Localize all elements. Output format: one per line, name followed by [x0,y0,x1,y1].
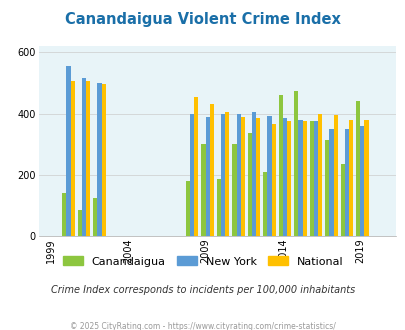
Legend: Canandaigua, New York, National: Canandaigua, New York, National [63,256,342,267]
Bar [278,95,282,236]
Bar [247,133,252,236]
Bar [359,126,364,236]
Bar [348,120,352,236]
Bar [302,121,306,236]
Bar [70,82,75,236]
Bar [66,66,70,236]
Bar [252,112,256,236]
Bar [232,144,236,236]
Bar [313,121,317,236]
Bar [355,101,359,236]
Bar [294,90,298,236]
Bar [298,120,302,236]
Bar [240,116,244,236]
Bar [340,164,344,236]
Bar [82,78,86,236]
Bar [190,114,194,236]
Bar [364,120,368,236]
Bar [309,121,313,236]
Bar [286,121,290,236]
Bar [221,114,225,236]
Bar [216,179,221,236]
Text: Crime Index corresponds to incidents per 100,000 inhabitants: Crime Index corresponds to incidents per… [51,285,354,295]
Bar [263,172,267,236]
Text: © 2025 CityRating.com - https://www.cityrating.com/crime-statistics/: © 2025 CityRating.com - https://www.city… [70,322,335,330]
Bar [77,210,82,236]
Bar [333,115,337,236]
Bar [328,129,333,236]
Text: Canandaigua Violent Crime Index: Canandaigua Violent Crime Index [65,12,340,26]
Bar [282,118,286,236]
Bar [97,83,101,236]
Bar [101,84,105,236]
Bar [236,114,240,236]
Bar [62,193,66,236]
Bar [344,129,348,236]
Bar [86,82,90,236]
Bar [185,181,190,236]
Bar [205,116,209,236]
Bar [256,118,260,236]
Bar [271,124,275,236]
Bar [194,97,198,236]
Bar [267,116,271,236]
Bar [201,144,205,236]
Bar [225,112,229,236]
Bar [93,198,97,236]
Bar [324,140,328,236]
Bar [209,104,213,236]
Bar [317,114,322,236]
